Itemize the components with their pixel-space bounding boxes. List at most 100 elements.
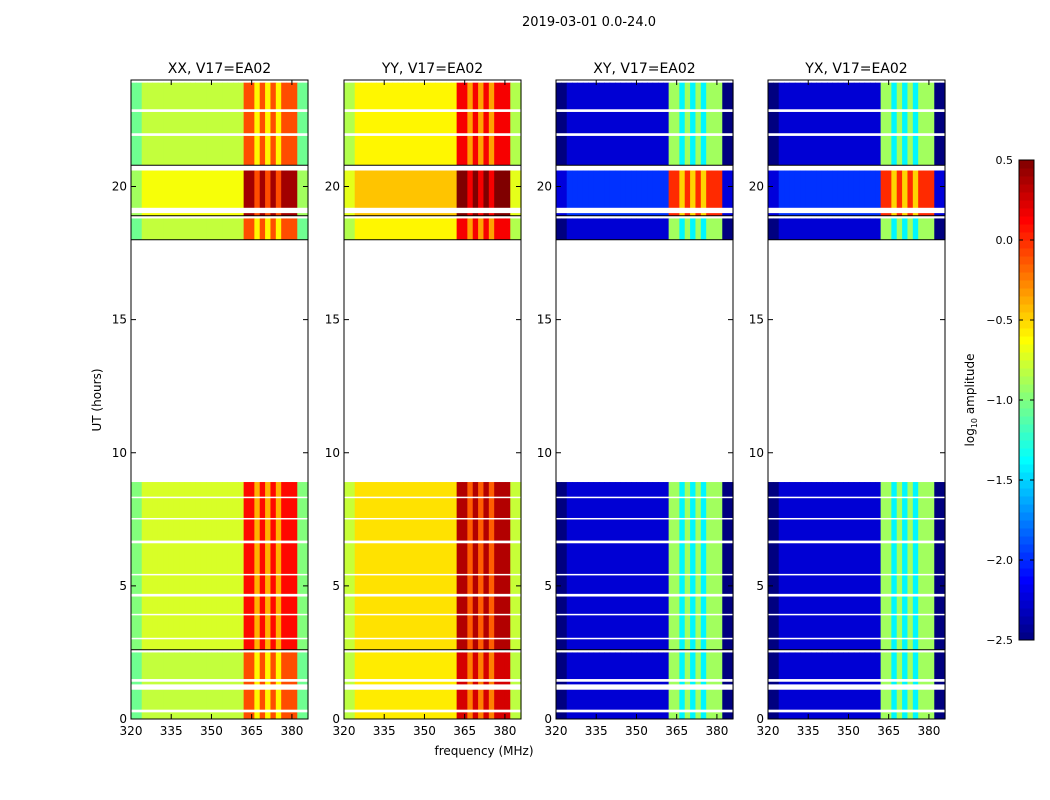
heatmap-cell [397,170,404,216]
heatmap-cell [370,218,377,240]
x-tick-label: 365 [453,724,476,738]
heatmap-cell [483,170,490,216]
heatmap-cell [249,482,255,650]
heatmap-cell [424,170,431,216]
figure-title: 2019-03-01 0.0-24.0 [522,15,656,30]
heatmap-cell [397,218,404,240]
heatmap-cell [609,218,616,240]
heatmap-cell [582,482,589,650]
heatmap-cell [778,482,785,650]
heatmap-cell [577,170,584,216]
heatmap-cell [419,218,426,240]
heatmap-cell [424,218,431,240]
heatmap-cell [700,218,707,240]
heatmap-cell [577,218,584,240]
heatmap-cell [281,82,288,166]
colorbar-swatch [1019,368,1034,377]
heatmap-cell [200,82,207,166]
heatmap-cell [499,82,506,166]
heatmap-cell [472,82,479,166]
heatmap-cell [136,82,143,166]
colorbar-tick-label: −2.0 [986,554,1013,567]
heatmap-cell [297,482,304,650]
heatmap-cell [249,170,255,216]
colorbar-tick-label: −1.0 [986,394,1013,407]
heatmap-cell [365,170,372,216]
heatmap-cell [478,82,485,166]
heatmap-cell [907,482,914,650]
flagged-gap [556,684,733,690]
heatmap-cell [238,218,245,240]
heatmap-cell [515,82,522,166]
heatmap-cell [435,218,442,240]
heatmap-cell [157,82,164,166]
heatmap-cell [768,82,774,166]
heatmap-cell [141,482,148,650]
heatmap-cell [848,82,855,166]
heatmap-cell [222,482,229,650]
heatmap-cell [631,170,638,216]
heatmap-cell [566,482,573,650]
heatmap-cell [886,482,892,650]
y-tick-label: 5 [544,579,552,593]
heatmap-cell [243,218,250,240]
heatmap-cell [641,170,648,216]
colorbar-swatch [1019,560,1034,569]
heatmap-cell [360,218,367,240]
heatmap-cell [706,218,713,240]
heatmap-cell [923,218,930,240]
heatmap-cell [152,482,159,650]
heatmap-cell [918,170,925,216]
heatmap-cell [147,218,154,240]
heatmap-cell [445,82,452,166]
heatmap-cell [561,82,568,166]
heatmap-cell [270,218,277,240]
heatmap-cell [853,482,860,650]
heatmap-cell [515,170,522,216]
heatmap-cell [636,218,643,240]
heatmap-cell [152,170,159,216]
heatmap-cell [864,482,871,650]
flagged-gap [768,593,945,597]
heatmap-cell [891,482,898,650]
heatmap-cell [577,482,584,650]
heatmap-cell [190,218,196,240]
heatmap-cell [768,482,774,650]
heatmap-cell [510,82,517,166]
heatmap-cell [408,82,415,166]
heatmap-cell [370,170,377,216]
flagged-gap [556,593,733,597]
colorbar-swatch [1019,360,1034,369]
heatmap-cell [668,482,675,650]
heatmap-cell [891,170,898,216]
heatmap-cell [727,218,734,240]
heatmap-cell [451,82,458,166]
heatmap-cell [821,218,828,240]
colorbar-swatch [1019,272,1034,281]
heatmap-cell [891,218,898,240]
heatmap-cell [408,170,415,216]
heatmap-cell [843,482,850,650]
colorbar-swatch [1019,296,1034,305]
heatmap-cell [588,82,595,166]
heatmap-cell [773,82,780,166]
y-tick-label: 20 [325,180,340,194]
heatmap-cell [805,218,812,240]
colorbar-swatch [1019,168,1034,177]
heatmap-cell [456,82,463,166]
flagged-gap [344,684,521,690]
heatmap-cell [297,82,304,166]
heatmap-cell [456,482,463,650]
heatmap-cell [647,82,654,166]
y-tick-label: 0 [119,712,127,726]
heatmap-cell [365,82,372,166]
heatmap-cell [392,170,399,216]
colorbar-swatch [1019,336,1034,345]
panel-title: XX, V17=EA02 [168,61,271,77]
heatmap-cell [291,170,298,216]
heatmap-cell [816,482,823,650]
colorbar-swatch [1019,240,1034,249]
heatmap-cell [386,170,393,216]
heatmap-cell [918,218,925,240]
